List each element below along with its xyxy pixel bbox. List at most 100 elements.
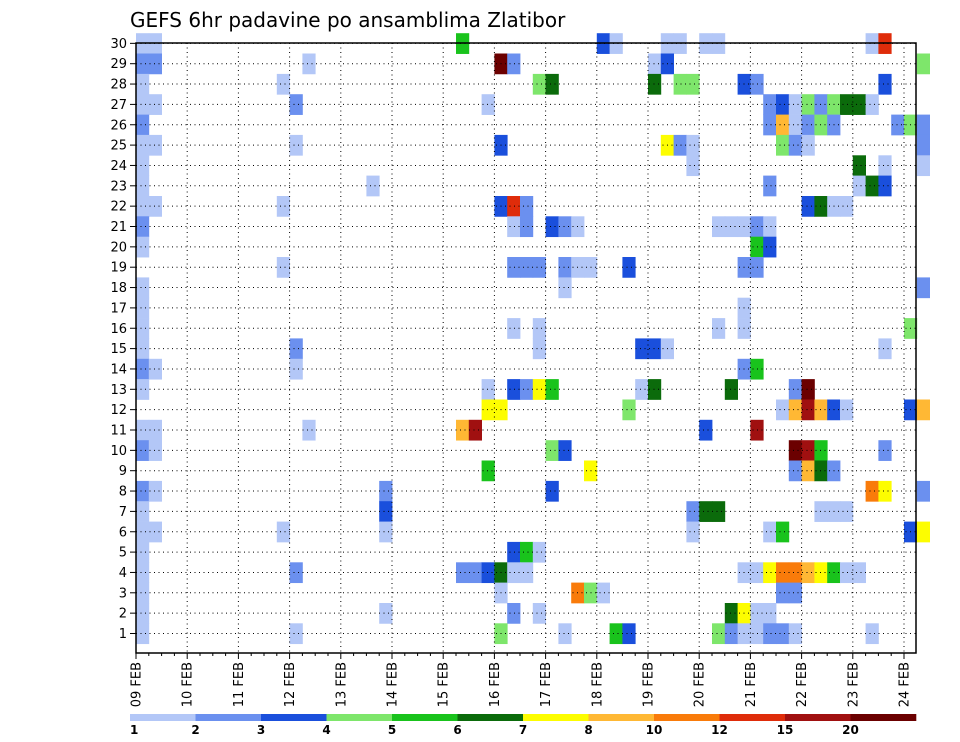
precip-cell xyxy=(865,175,879,197)
colorbar-label: 15 xyxy=(777,723,794,737)
precip-cell xyxy=(136,73,150,95)
x-tick-label: 12 FEB xyxy=(283,662,298,707)
precip-cell xyxy=(302,419,316,441)
x-tick-label: 15 FEB xyxy=(437,662,452,707)
precip-cell xyxy=(532,73,546,95)
precip-cell xyxy=(763,175,777,197)
precip-cell xyxy=(878,338,892,360)
precip-cell xyxy=(865,94,879,115)
precip-cell xyxy=(136,216,150,238)
y-tick-label: 8 xyxy=(119,485,127,500)
precip-cell xyxy=(788,94,802,115)
precip-cell xyxy=(289,94,303,115)
precip-cell xyxy=(852,175,866,197)
precip-cell xyxy=(456,419,470,441)
precip-cell xyxy=(136,94,150,115)
precip-cell xyxy=(520,562,534,584)
precip-cell xyxy=(878,155,892,177)
precip-cell xyxy=(916,155,930,177)
precip-cell xyxy=(801,379,815,400)
precip-cell xyxy=(801,399,815,421)
precip-cell xyxy=(507,603,521,624)
precip-cell xyxy=(686,521,700,543)
colorbar-label: 10 xyxy=(646,723,663,737)
precip-cell xyxy=(763,623,777,645)
precip-cell xyxy=(776,562,790,584)
precip-cell xyxy=(481,460,495,482)
precip-cell xyxy=(148,53,162,75)
colorbar-label: 7 xyxy=(519,723,527,737)
precip-cell xyxy=(916,53,930,75)
precip-cell xyxy=(686,73,700,95)
precip-cell xyxy=(852,155,866,177)
precip-cell xyxy=(136,582,150,604)
x-tick-label: 18 FEB xyxy=(590,662,605,707)
precip-cell xyxy=(276,521,290,543)
y-tick-label: 6 xyxy=(119,525,127,540)
precip-cell xyxy=(916,277,930,299)
precip-cell xyxy=(366,175,380,197)
precip-cell xyxy=(686,134,700,156)
y-tick-label: 18 xyxy=(110,281,127,296)
precip-cell xyxy=(507,216,521,238)
precip-cell xyxy=(289,134,303,156)
precip-cell xyxy=(801,94,815,115)
precip-cell xyxy=(622,623,636,645)
y-tick-label: 10 xyxy=(110,444,127,459)
precip-cell xyxy=(520,216,534,238)
x-tick-label: 20 FEB xyxy=(693,662,708,707)
precip-cell xyxy=(635,379,649,400)
precip-cell xyxy=(136,379,150,400)
precip-cell xyxy=(724,379,738,400)
precip-cell xyxy=(865,480,879,502)
precip-cell xyxy=(916,399,930,421)
precip-cell xyxy=(801,562,815,584)
precip-cell xyxy=(136,318,150,339)
precip-cell xyxy=(507,562,521,584)
precip-cell xyxy=(878,73,892,95)
precip-cell xyxy=(891,114,905,136)
y-tick-label: 28 xyxy=(110,78,127,93)
precip-cell xyxy=(763,562,777,584)
precip-cell xyxy=(763,236,777,258)
precip-cell xyxy=(648,53,662,75)
precip-cell xyxy=(852,94,866,115)
precip-cell xyxy=(724,216,738,238)
precip-cell xyxy=(724,603,738,624)
precip-cell xyxy=(763,216,777,238)
precip-cell xyxy=(776,582,790,604)
precip-cell xyxy=(289,562,303,584)
precip-cell xyxy=(136,501,150,522)
y-tick-label: 14 xyxy=(110,362,127,377)
x-tick-label: 24 FEB xyxy=(898,662,913,707)
plot-frame xyxy=(135,42,917,654)
precip-cell xyxy=(520,196,534,217)
precip-cell xyxy=(136,155,150,177)
precip-cell xyxy=(456,562,470,584)
precip-cell xyxy=(801,134,815,156)
precip-cell xyxy=(520,379,534,400)
y-tick-label: 25 xyxy=(110,139,127,154)
colorbar-swatch xyxy=(195,714,262,721)
precip-cell xyxy=(532,603,546,624)
precip-cell xyxy=(788,582,802,604)
precip-cell xyxy=(648,338,662,360)
colorbar-swatch xyxy=(326,714,393,721)
y-tick-label: 2 xyxy=(119,607,127,622)
precip-cell xyxy=(532,318,546,339)
precip-cell xyxy=(545,440,559,461)
y-tick-label: 19 xyxy=(110,261,127,276)
precip-cell xyxy=(622,399,636,421)
colorbar-swatch xyxy=(785,714,851,721)
precip-cell xyxy=(507,379,521,400)
colorbar-swatch xyxy=(392,714,458,721)
precip-cell xyxy=(788,440,802,461)
precip-cell xyxy=(379,521,393,543)
precip-cell xyxy=(878,175,892,197)
x-tick-label: 13 FEB xyxy=(334,662,349,707)
y-tick-label: 24 xyxy=(110,159,127,174)
precip-cell xyxy=(635,338,649,360)
precip-cell xyxy=(481,94,495,115)
precip-cell xyxy=(686,155,700,177)
